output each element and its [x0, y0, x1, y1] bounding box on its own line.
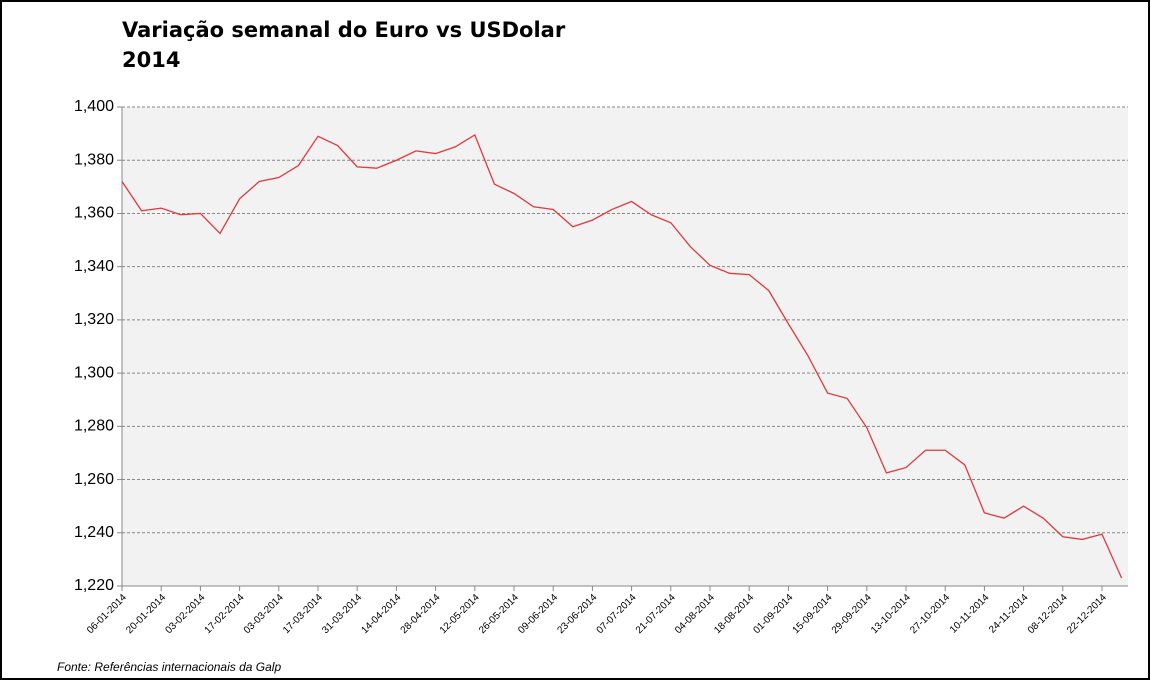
y-tick-label: 1,280 — [74, 418, 114, 435]
y-tick-label: 1,380 — [74, 151, 114, 168]
y-tick-label: 1,400 — [74, 98, 114, 115]
y-tick-label: 1,360 — [74, 205, 114, 222]
y-tick-label: 1,320 — [74, 311, 114, 328]
data-line — [121, 133, 1123, 579]
y-tick-label: 1,240 — [74, 524, 114, 541]
y-tick-label: 1,340 — [74, 258, 114, 275]
y-tick-label: 1,260 — [74, 471, 114, 488]
plot-area — [122, 107, 1128, 586]
y-tick-label: 1,300 — [74, 364, 114, 381]
chart-title: Variação semanal do Euro vs USDolar — [122, 18, 566, 42]
source-note: Fonte: Referências internacionais da Gal… — [57, 660, 281, 674]
y-tick-label: 1,220 — [74, 577, 114, 594]
chart-title: 2014 — [122, 48, 180, 72]
